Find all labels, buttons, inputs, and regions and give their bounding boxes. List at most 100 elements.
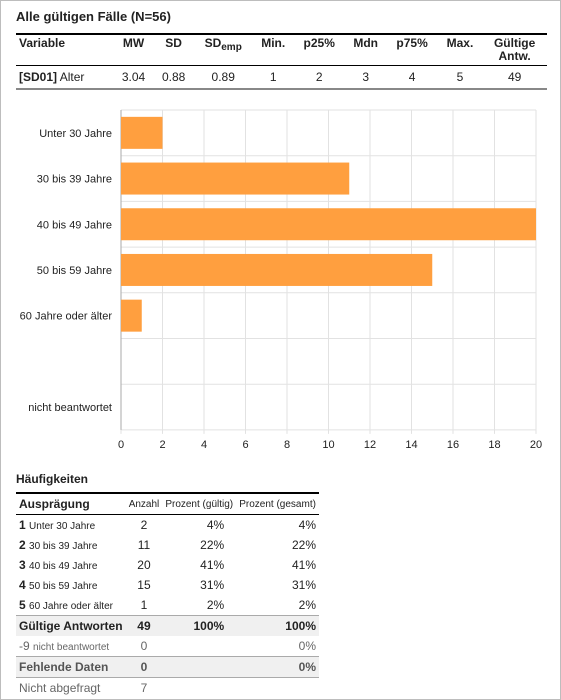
bar (121, 299, 142, 332)
x-tick-label: 10 (322, 439, 334, 451)
col-valid-line2: Antw. (498, 49, 531, 63)
category-label: nicht beantwortet (28, 402, 112, 414)
stats-header-row: Variable MW SD SDemp Min. p25% Mdn p75% … (16, 34, 547, 66)
freq-value-cell: 4 50 bis 59 Jahre (16, 575, 126, 595)
freq-count: 15 (137, 578, 151, 592)
x-tick-label: 18 (488, 439, 500, 451)
missing-cell: -9 nicht beantwortet (16, 636, 126, 657)
valid-total-pct-valid: 100% (193, 619, 225, 633)
category-label: 40 bis 49 Jahre (37, 219, 112, 231)
stats-valid: 49 (507, 70, 522, 84)
stats-variable-cell: [SD01] Alter (16, 66, 113, 90)
missing-total-pct-total: 0% (298, 660, 316, 674)
stats-mw: 3.04 (121, 70, 146, 84)
x-tick-label: 14 (405, 439, 417, 451)
category-label: 30 bis 39 Jahre (37, 174, 112, 186)
missing-pct-total: 0% (298, 639, 316, 653)
stats-sdemp: 0.89 (211, 70, 235, 84)
freq-pct-valid: 22% (200, 538, 225, 552)
freq-pct-valid: 4% (206, 518, 225, 532)
stats-max: 5 (456, 70, 464, 84)
freq-label: 30 bis 39 Jahre (29, 541, 98, 552)
missing-code: -9 (19, 639, 30, 653)
freq-row: 3 40 bis 49 Jahre 20 41% 41% (16, 555, 319, 575)
missing-empty (162, 636, 236, 657)
frequencies-title: Häufigkeiten (16, 472, 89, 486)
col-variable: Variable (19, 36, 66, 50)
stats-sd: 0.88 (161, 70, 186, 84)
freq-code: 3 (19, 558, 26, 572)
freq-missing-row: -9 nicht beantwortet 0 0% (16, 636, 319, 657)
col-min: Min. (261, 36, 286, 50)
x-tick-label: 8 (284, 439, 290, 451)
freq-col-pct-total: Prozent (gesamt) (239, 498, 316, 510)
freq-pct-total: 4% (298, 518, 316, 532)
stats-row: [SD01] Alter 3.04 0.88 0.89 1 2 3 4 5 49 (16, 66, 547, 90)
stats-p75: 4 (408, 70, 416, 84)
not-asked-label: Nicht abgefragt (19, 681, 101, 695)
freq-value-cell: 3 40 bis 49 Jahre (16, 555, 126, 575)
freq-pct-total: 22% (291, 538, 316, 552)
x-tick-label: 2 (159, 439, 165, 451)
not-asked-empty-2 (236, 678, 319, 699)
freq-pct-valid: 31% (200, 578, 225, 592)
freq-col-pct-valid: Prozent (gültig) (165, 498, 234, 510)
valid-total-label: Gültige Antworten (19, 619, 123, 633)
x-tick-label: 20 (530, 439, 542, 451)
category-label: 60 Jahre oder älter (20, 311, 113, 323)
col-mdn: Mdn (353, 36, 378, 50)
freq-label: 40 bis 49 Jahre (29, 561, 98, 572)
stats-min: 1 (269, 70, 277, 84)
freq-label: Unter 30 Jahre (29, 521, 96, 532)
bar (121, 162, 350, 195)
variable-code: [SD01] (19, 70, 58, 84)
bar (121, 208, 536, 241)
col-sd-emp-subscript: emp (221, 42, 242, 53)
freq-valid-total-row: Gültige Antworten 49 100% 100% (16, 615, 319, 636)
freq-value-cell: 2 30 bis 39 Jahre (16, 535, 126, 555)
page-title: Alle gültigen Fälle (N=56) (16, 9, 171, 24)
bar (121, 116, 163, 149)
x-tick-label: 4 (201, 439, 207, 451)
freq-code: 2 (19, 538, 26, 552)
freq-row: 5 60 Jahre oder älter 1 2% 2% (16, 595, 319, 616)
col-sd: SD (165, 36, 182, 50)
freq-count: 11 (137, 538, 151, 552)
freq-pct-total: 2% (298, 598, 316, 612)
x-tick-label: 6 (242, 439, 248, 451)
freq-pct-valid: 2% (206, 598, 225, 612)
freq-col-value: Ausprägung (19, 497, 90, 511)
missing-total-empty (162, 657, 236, 678)
freq-count: 20 (137, 558, 151, 572)
missing-count: 0 (140, 639, 148, 653)
freq-header-row: Ausprägung Anzahl Prozent (gültig) Proze… (16, 493, 319, 515)
freq-col-count: Anzahl (128, 498, 160, 510)
valid-total-count: 49 (137, 619, 151, 633)
bar-chart: Unter 30 Jahre 30 bis 39 Jahre 40 bis 49 J… (20, 109, 542, 451)
missing-total-count: 0 (140, 660, 148, 674)
variable-name: Alter (59, 70, 85, 84)
freq-count: 2 (140, 518, 148, 532)
col-valid: Gültige Antw. (482, 34, 547, 66)
freq-label: 60 Jahre oder älter (29, 601, 113, 612)
col-sd-emp-label: SD (204, 36, 222, 50)
freq-row: 1 Unter 30 Jahre 2 4% 4% (16, 515, 319, 536)
freq-missing-total-row: Fehlende Daten 0 0% (16, 656, 319, 678)
not-asked-count: 7 (140, 681, 148, 695)
x-tick-label: 12 (364, 439, 376, 451)
not-asked-empty-1 (162, 678, 236, 699)
freq-value-cell: 1 Unter 30 Jahre (16, 515, 126, 536)
summary-stats-table: Variable MW SD SDemp Min. p25% Mdn p75% … (16, 33, 547, 90)
col-p75: p75% (396, 36, 428, 50)
freq-value-cell: 5 60 Jahre oder älter (16, 595, 126, 616)
stats-p25: 2 (315, 70, 323, 84)
x-tick-label: 0 (118, 439, 124, 451)
freq-pct-total: 41% (291, 558, 316, 572)
category-label: 50 bis 59 Jahre (37, 265, 112, 277)
freq-code: 5 (19, 598, 26, 612)
missing-total-label: Fehlende Daten (19, 660, 109, 674)
col-max: Max. (446, 36, 474, 50)
col-valid-line1: Gültige (493, 36, 536, 50)
category-label: Unter 30 Jahre (39, 128, 112, 140)
missing-label: nicht beantwortet (33, 642, 110, 653)
